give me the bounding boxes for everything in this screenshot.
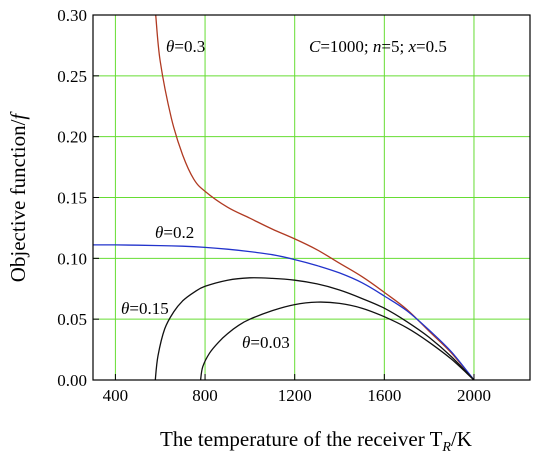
y-tick-label: 0.25 — [57, 67, 87, 86]
plot-series — [93, 14, 475, 381]
y-tick-label: 0.30 — [57, 6, 87, 25]
series-line-1 — [93, 244, 475, 381]
series-label-theta-0.2: θ=0.2 — [155, 223, 194, 242]
y-tick-label: 0.10 — [57, 249, 87, 268]
x-axis-title: The temperature of the receiver TR/K — [160, 427, 472, 455]
y-tick-label: 0.15 — [57, 189, 87, 208]
x-tick-label: 2000 — [457, 386, 491, 405]
series-label-theta-0.3: θ=0.3 — [166, 37, 205, 56]
y-tick-label: 0.00 — [57, 371, 87, 390]
parameter-annotation: C=1000; n=5; x=0.5 — [309, 37, 447, 56]
series-line-3 — [199, 301, 475, 381]
series-line-0 — [155, 14, 475, 381]
series-line-2 — [154, 277, 475, 381]
series-label-theta-0.03: θ=0.03 — [242, 333, 290, 352]
series-label-theta-0.15: θ=0.15 — [121, 299, 169, 318]
y-tick-label: 0.05 — [57, 310, 87, 329]
x-tick-label: 400 — [103, 386, 129, 405]
x-tick-label: 800 — [192, 386, 218, 405]
axis-ticks: 400 800 1200 1600 2000 0.00 0.05 0.10 0.15 0.20 0.… — [57, 6, 491, 405]
y-tick-label: 0.20 — [57, 128, 87, 147]
x-tick-label: 1600 — [367, 386, 401, 405]
x-tick-label: 1200 — [278, 386, 312, 405]
y-axis-title: Objective function/f — [6, 111, 30, 283]
grid-lines — [93, 15, 530, 380]
